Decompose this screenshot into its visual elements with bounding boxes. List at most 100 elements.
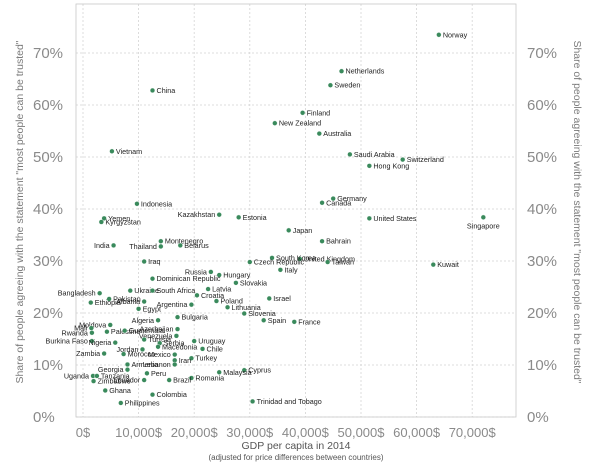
data-point (216, 212, 222, 218)
point-label: Ukraine (134, 286, 159, 295)
point-label: Tunisia (148, 335, 171, 344)
point-label: Romania (195, 374, 224, 383)
data-point (241, 367, 247, 373)
point-label: Canada (326, 198, 351, 207)
y-tick-label-left: 50% (33, 149, 63, 166)
point-label: Thailand (129, 242, 157, 251)
data-point (347, 151, 353, 158)
point-label: Zimbabwe (98, 377, 131, 386)
point-label: Armenia (131, 360, 158, 369)
point-label: Taiwan (332, 258, 354, 267)
point-label: Egypt (143, 304, 161, 313)
point-label: Lebanon (143, 360, 171, 369)
point-label: Montenegro (165, 237, 203, 246)
data-point (158, 243, 164, 250)
data-point (144, 370, 150, 376)
data-point (188, 375, 195, 381)
point-label: Croatia (201, 291, 224, 300)
point-label: Norway (443, 30, 468, 39)
point-label: Malaysia (223, 368, 251, 377)
data-point (316, 131, 322, 137)
point-label: United Kingdom (304, 254, 355, 263)
x-axis-label: GDP per capita in 2014 (242, 440, 351, 452)
data-point (213, 298, 220, 304)
plot-frame (75, 3, 517, 418)
data-point (327, 82, 334, 88)
point-label: Guatemala (129, 326, 164, 335)
point-label: Vietnam (116, 147, 142, 156)
point-label: Finland (307, 108, 331, 117)
data-point (236, 214, 242, 220)
point-label: Mexico (148, 350, 171, 359)
x-tick-label: 10,000$ (115, 425, 163, 440)
y-tick-label-right: 60% (527, 97, 557, 114)
data-point (174, 326, 181, 332)
x-tick-label: 20,000$ (171, 425, 219, 440)
point-label: Hong Kong (373, 161, 409, 170)
point-label: Ecuador (113, 376, 140, 385)
data-point (97, 290, 103, 296)
data-point (338, 68, 345, 74)
point-label: Slovakia (240, 278, 267, 287)
point-label: Yemen (108, 214, 130, 223)
y-tick-label-left: 0% (33, 409, 55, 426)
data-point (272, 120, 278, 126)
data-point (436, 32, 442, 38)
y-tick-label-left: 70% (33, 45, 63, 62)
data-point (480, 214, 486, 220)
data-point (241, 310, 247, 317)
point-label: Estonia (243, 213, 267, 222)
point-label: Kazakhstan (178, 210, 216, 219)
y-tick-label-left: 20% (33, 305, 63, 322)
data-point (90, 378, 97, 384)
point-label: Germany (337, 194, 367, 203)
y-tick-label-right: 30% (527, 253, 557, 270)
point-label: Bulgaria (182, 313, 208, 322)
data-point (199, 346, 206, 352)
point-label: Uganda (64, 371, 89, 380)
data-point (112, 340, 118, 346)
point-label: Brazil (173, 376, 191, 385)
point-label: Rwanda (62, 328, 88, 337)
gridlines (76, 4, 516, 418)
data-point (325, 259, 331, 265)
data-point (89, 330, 95, 336)
point-label: Belarus (184, 241, 209, 250)
x-tick-label: 50,000$ (338, 425, 386, 440)
data-point (104, 329, 110, 335)
data-point (205, 286, 211, 292)
data-point (188, 302, 195, 308)
data-point (101, 215, 107, 221)
x-tick-label: 0$ (76, 425, 91, 440)
data-point (249, 398, 256, 405)
point-label: Ghana (109, 386, 131, 395)
data-point (124, 361, 131, 368)
y-tick-label-right: 10% (527, 357, 557, 374)
y-tick-label-left: 40% (33, 201, 63, 218)
point-label: Israel (273, 294, 291, 303)
data-point (319, 200, 325, 206)
y-axis-label-left: Share of people agreeing with the statem… (14, 40, 26, 383)
x-tick-labels: 0$ 10,000$ 20,000$ 30,000$ 40,000$ 50,000$ 60,… (76, 425, 497, 440)
x-tick-label: 70,000$ (449, 425, 497, 440)
data-point (141, 377, 147, 383)
data-point (149, 288, 156, 294)
point-label: Italy (284, 265, 298, 274)
point-label: Iran (179, 356, 191, 365)
point-label: Philippines (125, 398, 160, 407)
point-label: Algeria (132, 316, 154, 325)
y-axis-label-right: Share of people agreeing with the statem… (571, 40, 583, 383)
point-label: Georgia (98, 365, 124, 374)
data-point (430, 262, 436, 268)
point-label: Kuwait (437, 260, 459, 269)
point-label: Pakistan (113, 294, 141, 303)
y-tick-label-left: 10% (33, 357, 63, 374)
data-point (319, 238, 325, 244)
point-label: Netherlands (346, 67, 385, 76)
point-label: Burkina Faso (46, 337, 88, 346)
point-label: Iraq (148, 257, 160, 266)
data-point (136, 306, 142, 312)
point-label: Hungary (223, 271, 251, 280)
point-label: Jordan (117, 345, 139, 354)
